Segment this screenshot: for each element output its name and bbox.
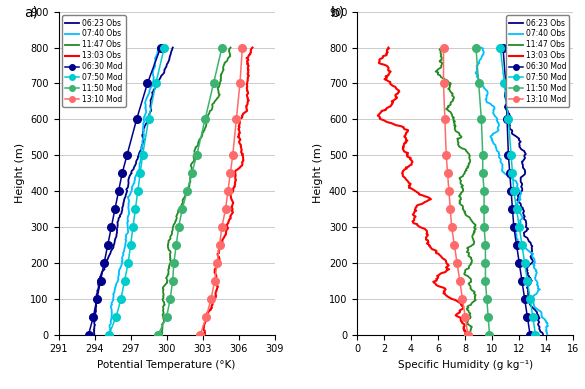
Text: a): a) xyxy=(24,5,38,19)
Text: b): b) xyxy=(331,5,345,19)
Legend: 06:23 Obs, 07:40 Obs, 11:47 Obs, 13:03 Obs, 06:30 Mod, 07:50 Mod, 11:50 Mod, 13:: 06:23 Obs, 07:40 Obs, 11:47 Obs, 13:03 O… xyxy=(63,16,126,107)
Y-axis label: Height (m): Height (m) xyxy=(313,143,324,203)
X-axis label: Specific Humidity (g kg⁻¹): Specific Humidity (g kg⁻¹) xyxy=(398,360,533,370)
Legend: 06:23 Obs, 07:40 Obs, 11:47 Obs, 13:03 Obs, 06:30 Mod, 07:50 Mod, 11:50 Mod, 13:: 06:23 Obs, 07:40 Obs, 11:47 Obs, 13:03 O… xyxy=(506,16,569,107)
Y-axis label: Height (m): Height (m) xyxy=(15,143,25,203)
X-axis label: Potential Temperature (°K): Potential Temperature (°K) xyxy=(98,360,236,370)
